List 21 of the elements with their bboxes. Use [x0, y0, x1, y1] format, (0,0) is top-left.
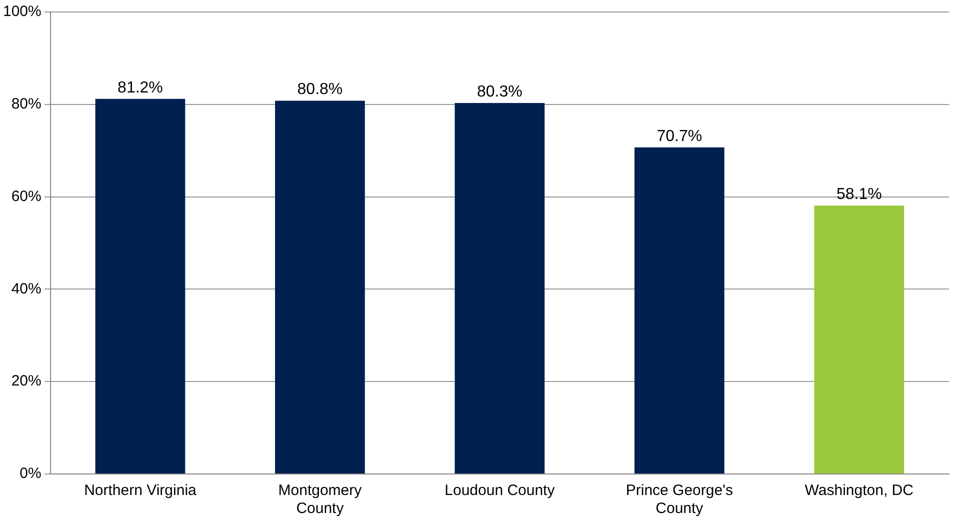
x-tick-label: Montgomery County — [278, 482, 362, 518]
y-tick-label: 20% — [11, 372, 42, 390]
bar — [634, 147, 724, 474]
x-tick-label: Prince George's County — [626, 482, 733, 518]
x-tick-label: Loudoun County — [444, 482, 556, 500]
y-tick-label: 60% — [11, 188, 42, 205]
data-label: 80.3% — [476, 83, 522, 100]
bar — [95, 98, 186, 474]
data-label: 80.8% — [297, 81, 343, 98]
bar — [275, 100, 365, 474]
bar — [454, 103, 545, 474]
y-tick-label: 0% — [20, 465, 42, 482]
x-tick-label: Washington, DC — [804, 482, 914, 500]
bar — [814, 206, 904, 474]
y-tick-label: 80% — [11, 96, 42, 113]
y-tick-label: 40% — [11, 280, 42, 298]
x-tick-label: Northern Virginia — [84, 482, 198, 500]
data-label: 70.7% — [656, 128, 702, 145]
data-label: 81.2% — [118, 79, 163, 96]
data-label: 58.1% — [836, 186, 882, 203]
y-tick-label: 100% — [2, 3, 42, 20]
